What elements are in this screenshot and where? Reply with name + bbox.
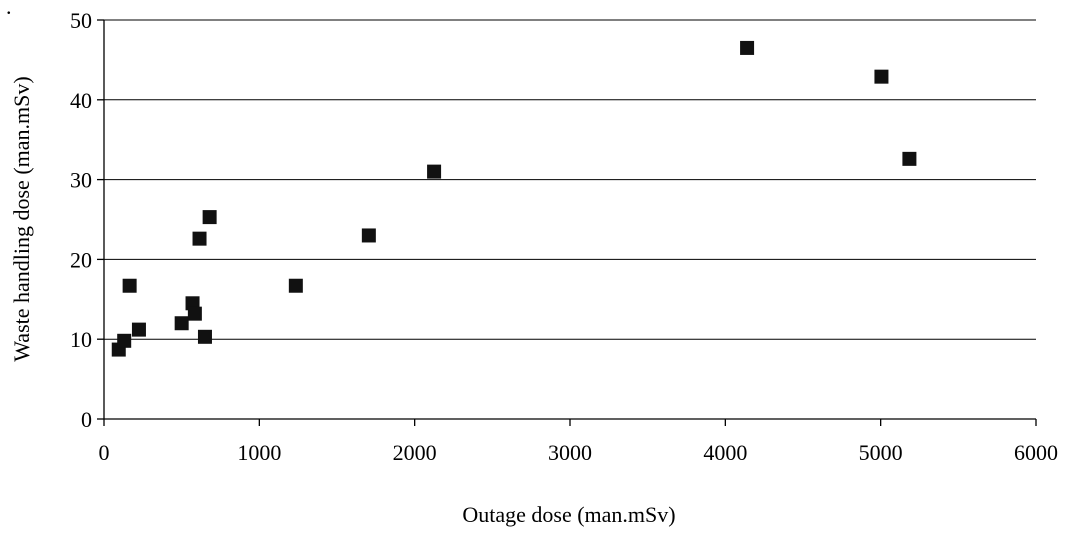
data-point (902, 151, 917, 166)
tick-labels: 0 10 20 30 40 50 0 1000 2000 3000 4000 5000 6000 (70, 8, 1058, 465)
x-tick-label: 1000 (237, 440, 281, 465)
data-point (427, 164, 442, 179)
data-point (131, 322, 146, 337)
gridlines (104, 19, 1036, 340)
data-point (174, 316, 189, 331)
x-tick-label: 2000 (393, 440, 437, 465)
data-point (740, 40, 755, 55)
y-axis-title: Waste handling dose (man.mSv) (9, 76, 34, 361)
data-point (122, 278, 137, 293)
x-tick-label: 6000 (1014, 440, 1058, 465)
data-point (187, 306, 202, 321)
corner-mark: . (6, 0, 12, 19)
data-point (192, 231, 207, 246)
data-point (874, 69, 889, 84)
data-point (361, 228, 376, 243)
data-point (197, 329, 212, 344)
y-tick-label: 0 (81, 407, 92, 432)
y-tick-label: 30 (70, 168, 92, 193)
data-point (202, 210, 217, 225)
axes (97, 19, 1037, 426)
y-tick-label: 50 (70, 8, 92, 33)
x-tick-label: 5000 (859, 440, 903, 465)
data-points (111, 40, 917, 357)
data-point (117, 333, 132, 348)
x-tick-label: 4000 (703, 440, 747, 465)
y-tick-label: 40 (70, 88, 92, 113)
y-tick-label: 20 (70, 247, 92, 272)
x-axis-title: Outage dose (man.mSv) (462, 502, 675, 527)
y-tick-label: 10 (70, 327, 92, 352)
x-tick-label: 3000 (548, 440, 592, 465)
x-tick-label: 0 (99, 440, 110, 465)
data-point (288, 278, 303, 293)
